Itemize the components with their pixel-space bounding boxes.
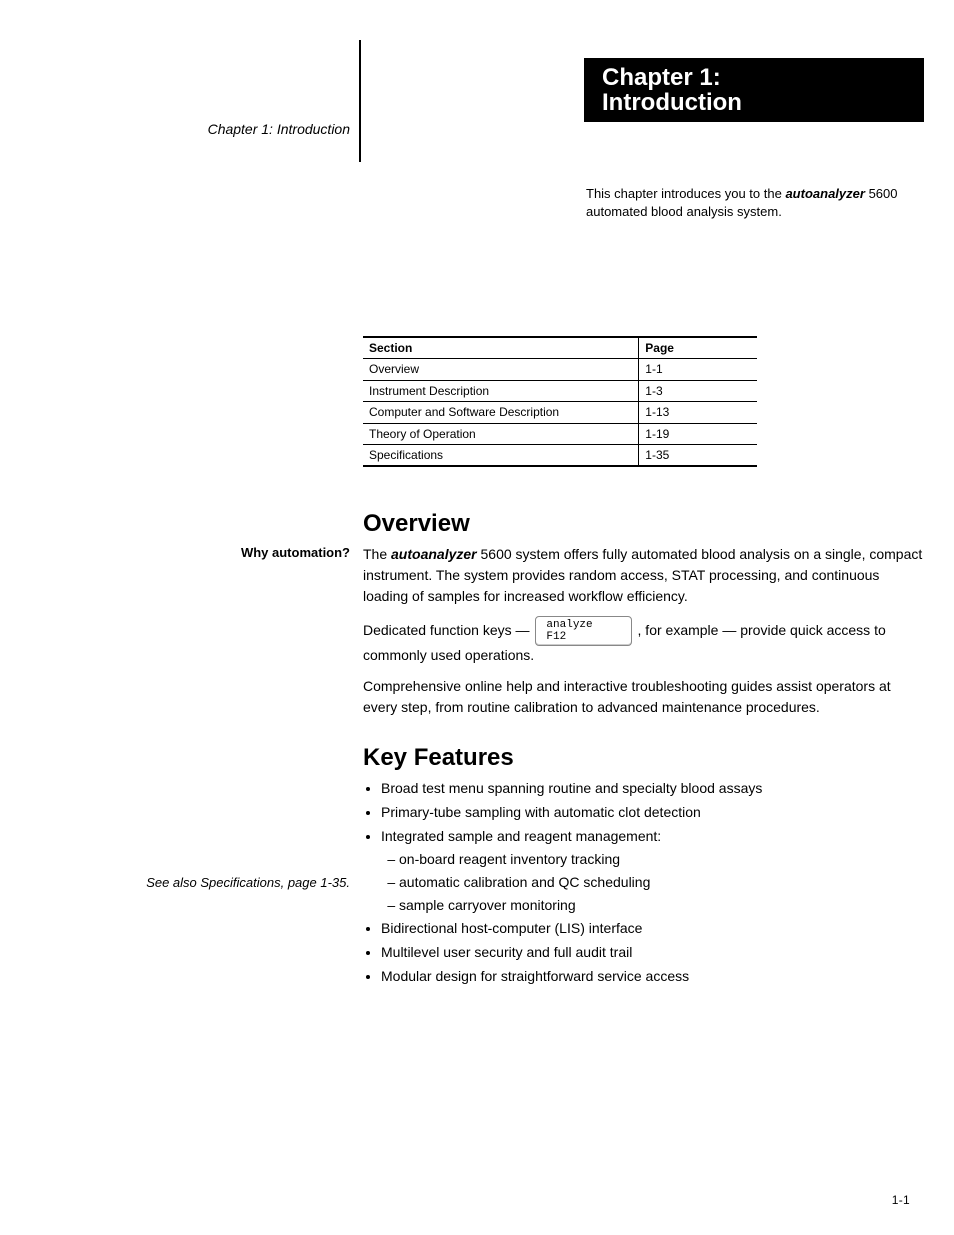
keys-intro: Dedicated function keys —: [363, 622, 530, 638]
p1-a: The: [363, 546, 391, 562]
col-header-page: Page: [639, 337, 757, 359]
col-header-section: Section: [363, 337, 639, 359]
header-divider: [359, 40, 361, 162]
keycap-line2: F12: [546, 631, 592, 643]
li-text: Primary-tube sampling with automatic clo…: [381, 804, 701, 820]
overview-p1: The autoanalyzer 5600 system offers full…: [363, 544, 927, 607]
cell-section: Specifications: [363, 444, 639, 466]
overview-heading: Overview: [363, 510, 927, 538]
li-text: Integrated sample and reagent management…: [381, 828, 661, 844]
content-column: Overview The autoanalyzer 5600 system of…: [363, 510, 927, 997]
margin-note-seealso: See also Specifications, page 1-35.: [60, 875, 350, 892]
sub-list-item: sample carryover monitoring: [399, 895, 927, 917]
cell-section: Instrument Description: [363, 380, 639, 401]
margin-note-why: Why automation?: [60, 545, 350, 562]
overview-p3: Comprehensive online help and interactiv…: [363, 676, 927, 718]
cell-section: Theory of Operation: [363, 423, 639, 444]
sub-li-text: on-board reagent inventory tracking: [399, 851, 620, 867]
chapter-title-box: Chapter 1: Introduction: [584, 58, 924, 122]
chapter-title-line2: Introduction: [602, 89, 742, 116]
li-text: Broad test menu spanning routine and spe…: [381, 780, 762, 796]
overview-p2: Dedicated function keys — analyze F12 , …: [363, 617, 927, 666]
features-heading: Key Features: [363, 744, 927, 772]
li-text: Multilevel user security and full audit …: [381, 944, 632, 960]
cell-section: Computer and Software Description: [363, 402, 639, 423]
li-text: Modular design for straightforward servi…: [381, 968, 689, 984]
table-row: Theory of Operation 1-19: [363, 423, 757, 444]
chapter-title: Chapter 1: Introduction: [602, 65, 742, 115]
sub-list-item: automatic calibration and QC scheduling: [399, 872, 927, 894]
sections-table: Section Page Overview 1-1 Instrument Des…: [363, 336, 757, 467]
table-row: Instrument Description 1-3: [363, 380, 757, 401]
chapter-intro: This chapter introduces you to the autoa…: [586, 185, 926, 221]
cell-page: 1-1: [639, 359, 757, 380]
cell-page: 1-3: [639, 380, 757, 401]
intro-before: This chapter introduces you to the: [586, 186, 785, 201]
keycap-line1: analyze: [546, 619, 592, 631]
features-list: Broad test menu spanning routine and spe…: [381, 778, 927, 987]
list-item: Multilevel user security and full audit …: [381, 942, 927, 964]
cell-page: 1-13: [639, 402, 757, 423]
keycap-analyze: analyze F12: [535, 616, 631, 646]
table-row: Specifications 1-35: [363, 444, 757, 466]
intro-brand: autoanalyzer: [785, 186, 864, 201]
sub-list-item: on-board reagent inventory tracking: [399, 849, 927, 871]
cell-page: 1-19: [639, 423, 757, 444]
sub-li-text: automatic calibration and QC scheduling: [399, 874, 650, 890]
chapter-title-line1: Chapter 1:: [602, 64, 721, 91]
table-row: Computer and Software Description 1-13: [363, 402, 757, 423]
list-item: Bidirectional host-computer (LIS) interf…: [381, 918, 927, 940]
page-number: 1-1: [892, 1193, 910, 1207]
table-row: Overview 1-1: [363, 359, 757, 380]
sub-list: on-board reagent inventory tracking auto…: [399, 849, 927, 916]
cell-page: 1-35: [639, 444, 757, 466]
sub-li-text: sample carryover monitoring: [399, 897, 576, 913]
list-item: Integrated sample and reagent management…: [381, 826, 927, 917]
list-item: Broad test menu spanning routine and spe…: [381, 778, 927, 800]
running-head: Chapter 1: Introduction: [60, 120, 350, 138]
list-item: Modular design for straightforward servi…: [381, 966, 927, 988]
list-item: Primary-tube sampling with automatic clo…: [381, 802, 927, 824]
page: Chapter 1: Introduction Chapter 1: Intro…: [0, 0, 954, 1235]
table-header-row: Section Page: [363, 337, 757, 359]
li-text: Bidirectional host-computer (LIS) interf…: [381, 920, 642, 936]
cell-section: Overview: [363, 359, 639, 380]
p1-brand: autoanalyzer: [391, 546, 477, 562]
